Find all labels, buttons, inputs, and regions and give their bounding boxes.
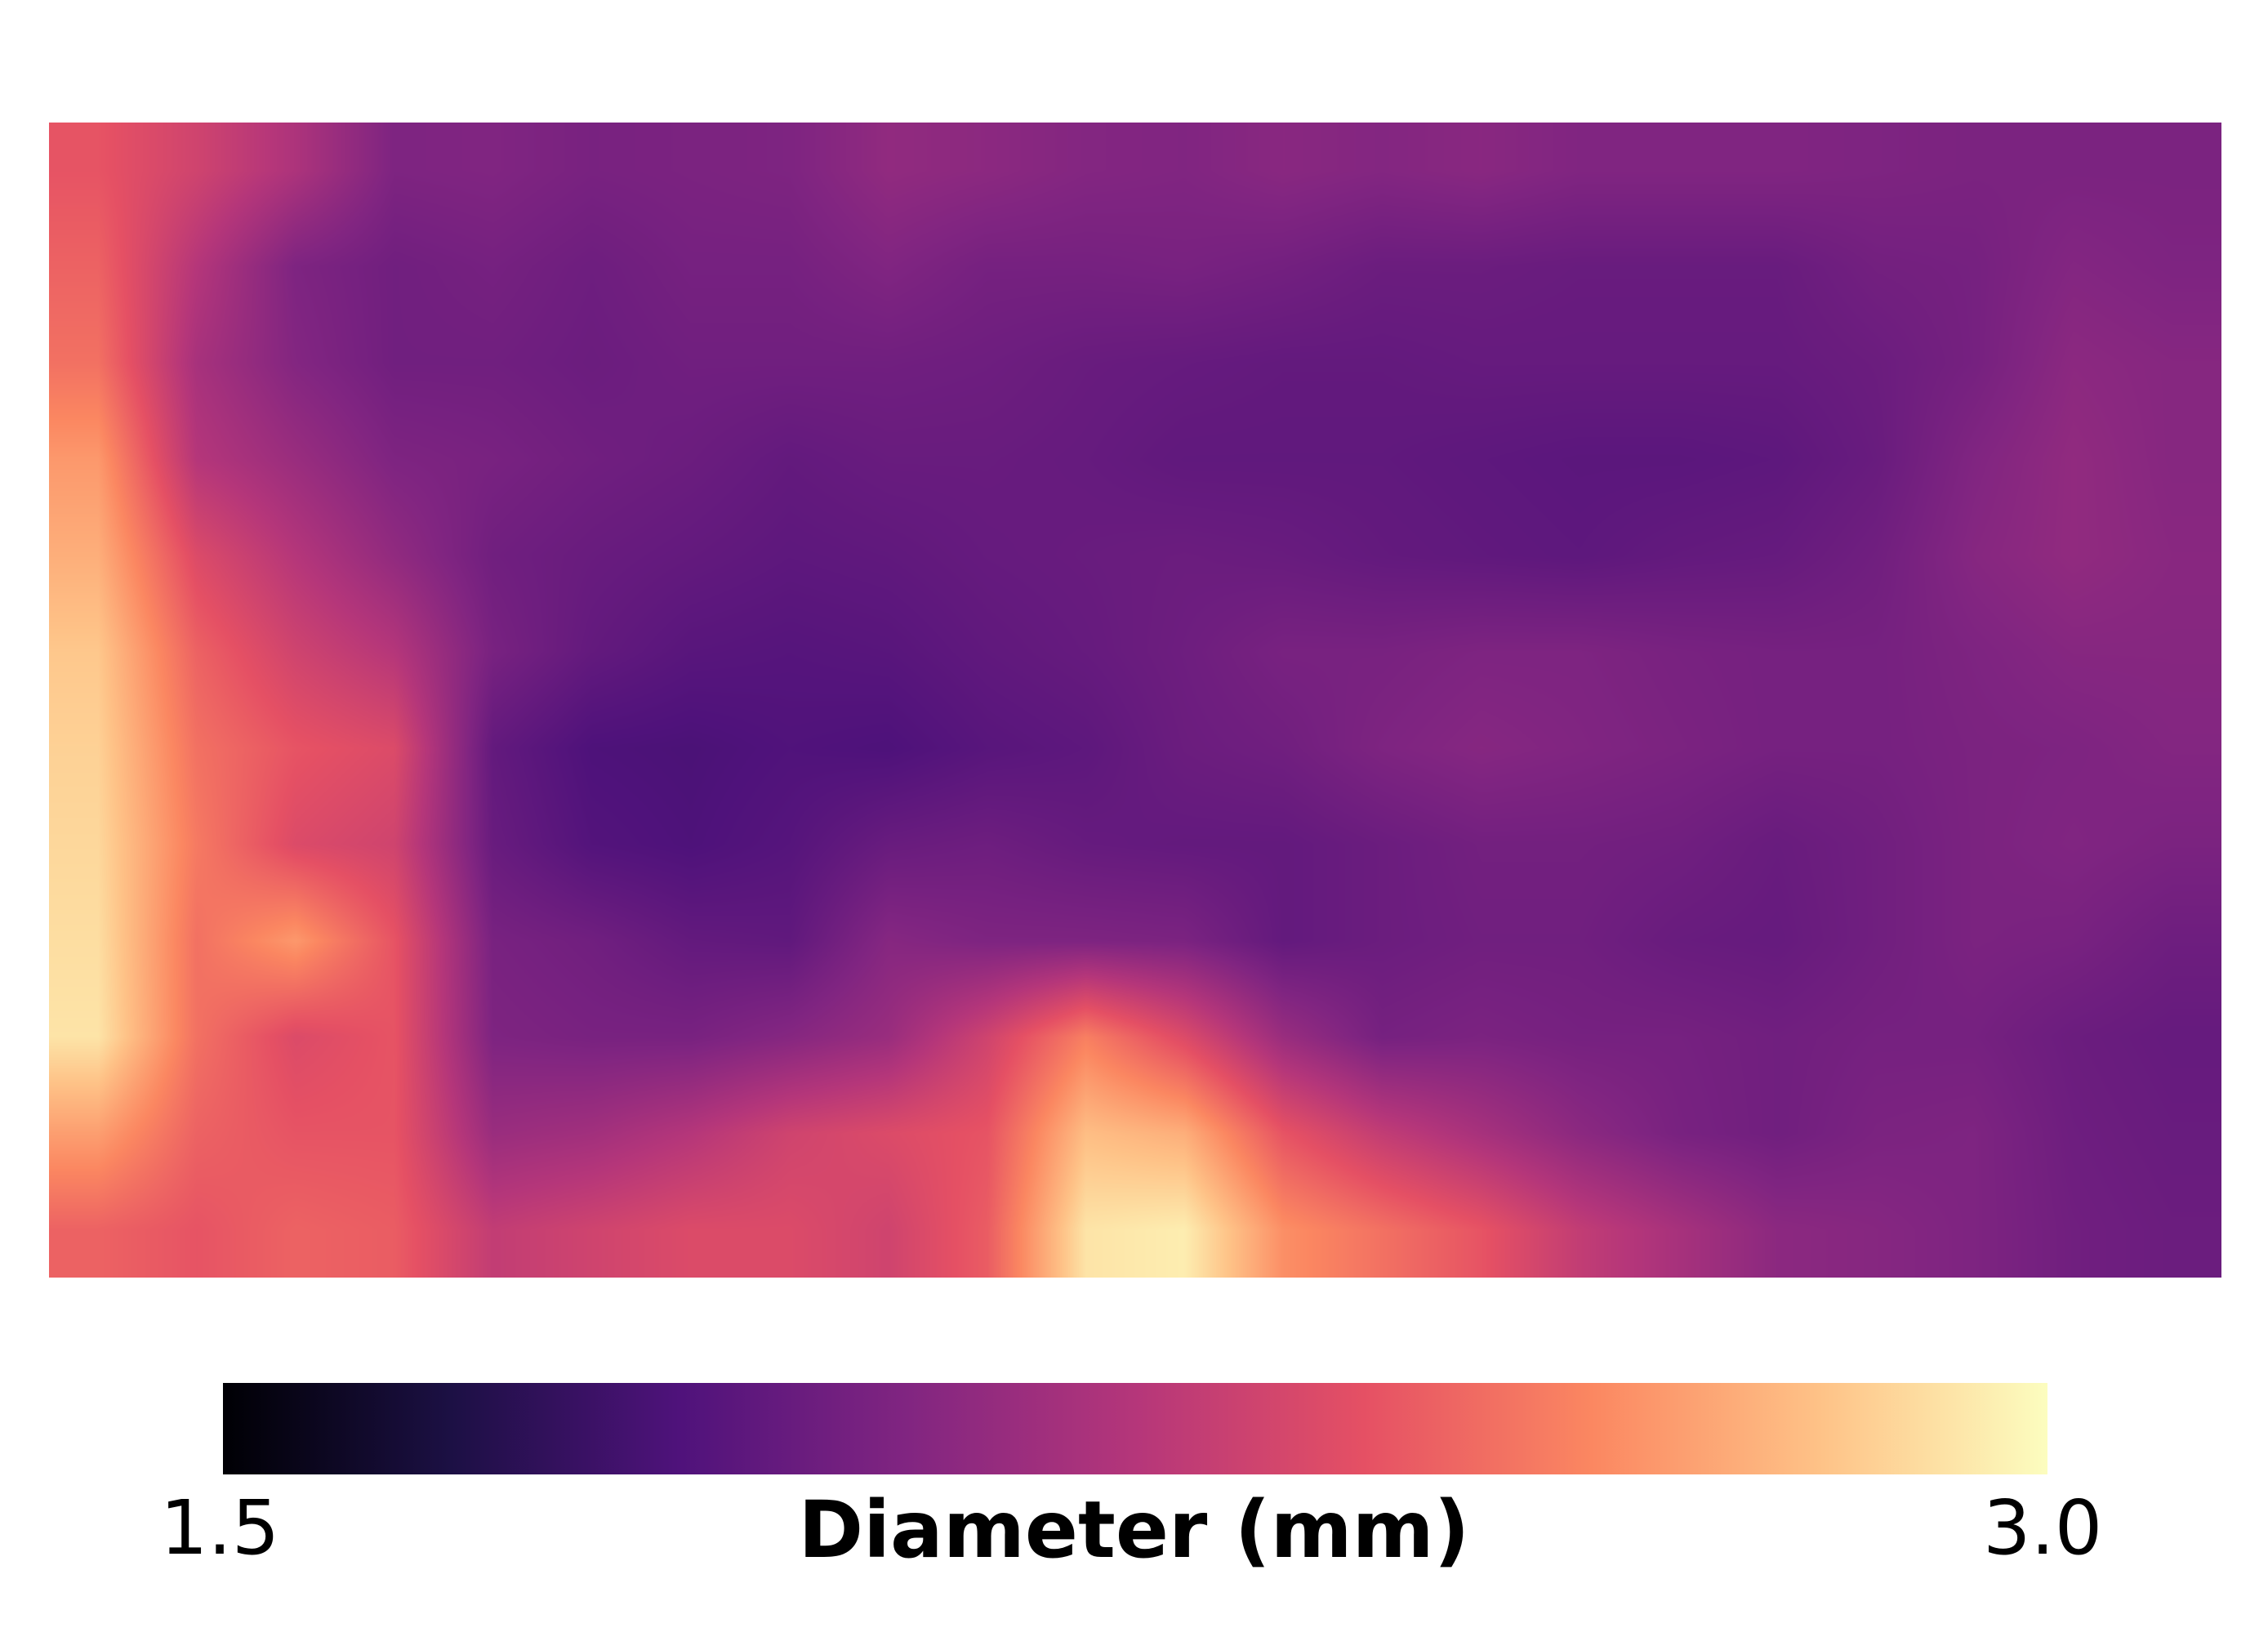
heatmap: [49, 123, 2221, 1278]
colorbar: [223, 1383, 2047, 1474]
colorbar-label: Diameter (mm): [798, 1484, 1470, 1576]
colorbar-max-tick: 3.0: [1983, 1484, 2103, 1572]
colorbar-gradient: [223, 1383, 2047, 1474]
colorbar-min-tick: 1.5: [160, 1484, 280, 1572]
